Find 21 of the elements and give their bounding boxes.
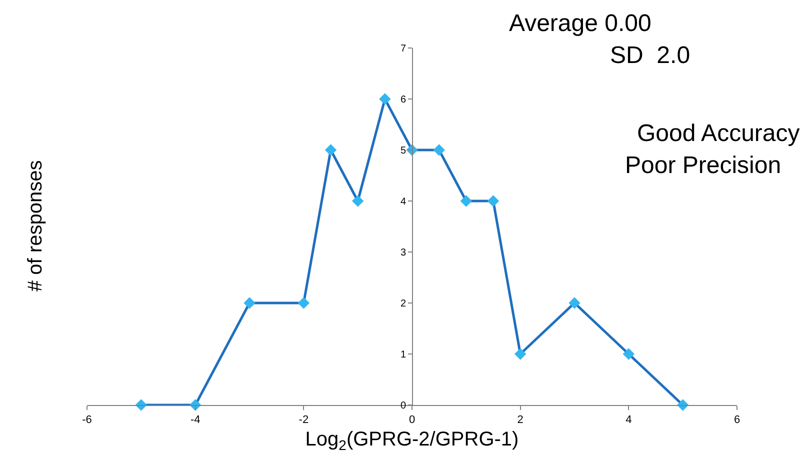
text: Average 0.00 (509, 10, 652, 37)
y-tick-label: 3 (400, 248, 406, 258)
x-tick-label: 0 (408, 414, 416, 426)
x-tick-label: 2 (517, 414, 524, 426)
y-tick-label: 1 (400, 350, 406, 360)
x-tick-label: 6 (734, 414, 740, 426)
y-tick-label: 5 (400, 146, 406, 156)
x-tick-label: 4 (626, 414, 632, 426)
x-tick-label: -2 (298, 414, 309, 426)
annotation: Good Accuracy (637, 120, 800, 147)
y-tick-label: 2 (400, 298, 406, 310)
y-axis-title: # of responses (24, 160, 46, 292)
y-tick-label: 6 (400, 94, 406, 106)
x-axis-title: Log$_{2}$(GPRG-2/GPRG-1) (305, 428, 519, 453)
annotation: SD 2.0 (610, 42, 690, 69)
y-tick-label: 7 (400, 44, 406, 54)
x-tick-label: -4 (190, 414, 200, 426)
annotation: Poor Precision (625, 152, 782, 179)
x-tick-label: -6 (82, 414, 92, 426)
y-tick-label: 4 (400, 196, 406, 208)
y-tick-label: 0 (400, 400, 406, 412)
